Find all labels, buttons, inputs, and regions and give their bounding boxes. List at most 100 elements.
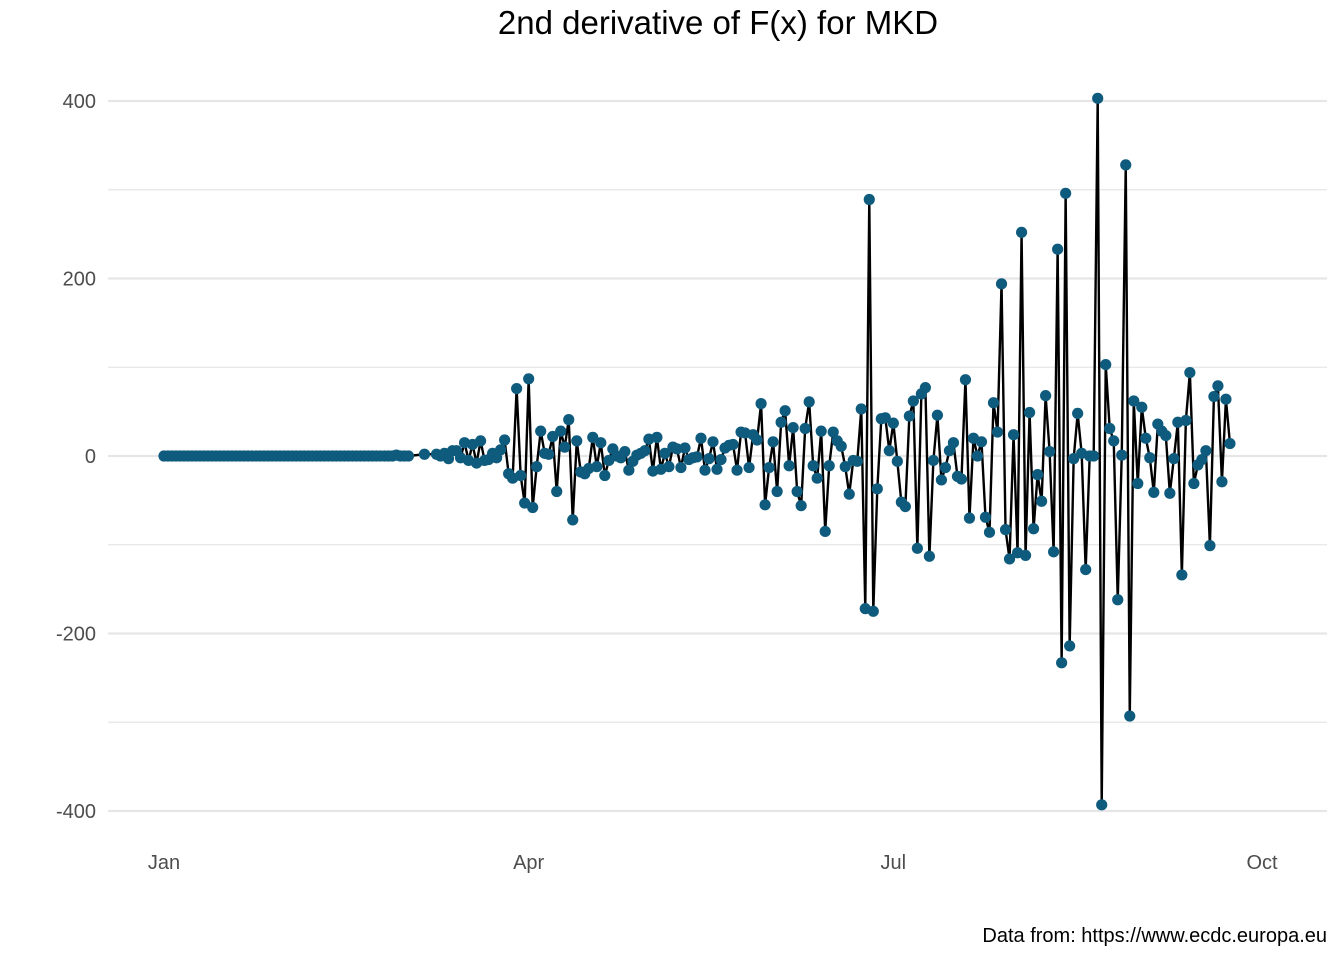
data-point	[587, 431, 599, 443]
data-point	[1040, 390, 1052, 402]
data-point	[1100, 358, 1112, 371]
data-point	[927, 454, 940, 467]
data-point	[807, 460, 819, 472]
data-point	[523, 373, 535, 385]
data-point	[1148, 486, 1160, 498]
data-point	[779, 405, 791, 417]
data-point	[1080, 564, 1092, 576]
data-point	[1031, 469, 1044, 481]
data-point	[699, 464, 711, 476]
data-point	[571, 435, 583, 447]
y-axis: 400 200 0 -200 -400	[56, 91, 96, 823]
y-tick-label: -400	[56, 801, 96, 823]
data-point	[1072, 407, 1084, 419]
data-point	[907, 395, 919, 407]
data-point	[1188, 477, 1200, 490]
data-point	[679, 442, 691, 454]
data-point	[1140, 432, 1152, 444]
data-point	[787, 422, 799, 434]
data-point	[931, 409, 944, 421]
x-axis: Jan Apr Jul Oct	[148, 852, 1278, 874]
data-point	[531, 461, 543, 473]
data-point	[1184, 366, 1196, 379]
data-point	[1176, 569, 1188, 581]
data-point	[547, 430, 559, 443]
data-point	[1048, 546, 1060, 558]
data-point	[783, 460, 795, 472]
data-point	[499, 434, 511, 446]
data-point	[1220, 393, 1232, 405]
data-point	[811, 472, 823, 484]
data-point	[675, 461, 687, 474]
data-point	[1092, 92, 1104, 104]
data-point	[535, 425, 547, 437]
data-point	[402, 450, 415, 462]
data-point	[595, 437, 607, 449]
data-point	[743, 461, 755, 474]
data-point	[1104, 422, 1116, 435]
data-point	[891, 455, 903, 467]
data-point	[759, 499, 771, 511]
data-point	[1116, 449, 1128, 461]
data-point	[1168, 453, 1180, 465]
data-point	[991, 426, 1004, 438]
data-point	[1068, 453, 1080, 465]
data-point	[987, 397, 1000, 409]
data-point	[1064, 640, 1076, 652]
data-point	[1128, 395, 1140, 407]
data-point	[1160, 429, 1172, 442]
chart-caption: Data from: https://www.ecdc.europa.eu	[982, 925, 1327, 947]
data-point	[939, 461, 952, 474]
data-point	[883, 445, 895, 457]
data-point	[659, 447, 671, 459]
y-tick-label: -200	[56, 624, 96, 646]
data-point	[727, 438, 739, 451]
data-point	[511, 382, 523, 395]
data-point	[919, 382, 931, 394]
data-point	[835, 440, 847, 452]
data-point	[639, 445, 651, 457]
data-point	[527, 501, 539, 514]
data-point	[543, 448, 555, 460]
data-point	[1144, 452, 1156, 464]
data-point	[551, 485, 563, 498]
data-point	[711, 463, 723, 475]
data-point	[599, 469, 611, 482]
data-point	[867, 605, 879, 617]
data-point	[1023, 406, 1036, 419]
data-point	[903, 410, 915, 422]
data-point	[1112, 594, 1124, 606]
data-point	[663, 461, 675, 473]
data-point	[1007, 429, 1020, 441]
data-point	[963, 512, 976, 524]
x-tick-label: Oct	[1246, 852, 1278, 874]
data-point	[1052, 243, 1064, 255]
data-point	[707, 436, 719, 448]
data-point	[799, 422, 811, 435]
y-tick-label: 400	[63, 91, 96, 113]
data-point	[1088, 450, 1100, 462]
data-point	[715, 453, 727, 466]
data-point	[1003, 553, 1016, 565]
data-point	[1019, 549, 1032, 562]
data-point	[731, 464, 743, 476]
data-point	[771, 485, 783, 498]
y-tick-label: 0	[85, 446, 96, 468]
data-point	[1056, 657, 1068, 669]
data-point	[935, 474, 948, 486]
data-point	[1208, 390, 1220, 403]
data-point	[855, 403, 867, 415]
data-point	[515, 469, 527, 482]
data-point	[959, 374, 972, 386]
data-point	[899, 500, 911, 513]
data-point	[591, 461, 603, 473]
data-point	[843, 488, 855, 500]
data-point	[819, 525, 831, 538]
data-point	[1027, 523, 1040, 535]
data-point	[947, 437, 960, 449]
plot-area	[158, 92, 1236, 811]
data-point	[763, 461, 775, 474]
data-point	[1136, 401, 1148, 413]
data-point	[1044, 445, 1056, 458]
data-point	[1224, 437, 1236, 450]
